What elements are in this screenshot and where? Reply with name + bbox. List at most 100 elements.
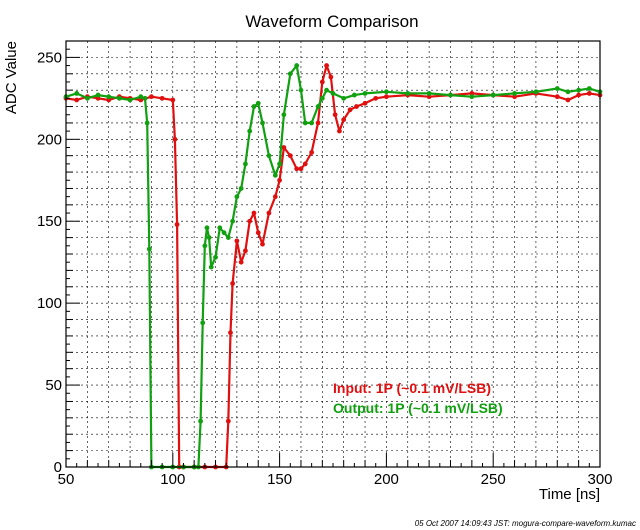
data-point bbox=[277, 177, 282, 183]
data-point bbox=[384, 89, 389, 95]
data-point bbox=[586, 91, 592, 96]
x-axis-label: Time [ns] bbox=[539, 486, 600, 503]
data-point bbox=[576, 87, 582, 93]
data-point bbox=[225, 418, 231, 424]
data-point bbox=[351, 92, 357, 98]
data-point bbox=[554, 86, 560, 91]
data-point bbox=[149, 94, 154, 100]
chart-title: Waveform Comparison bbox=[245, 12, 418, 31]
x-tick-label: 300 bbox=[587, 471, 612, 488]
data-point bbox=[302, 120, 308, 126]
data-point bbox=[217, 225, 223, 231]
data-point bbox=[490, 92, 496, 98]
data-point bbox=[315, 120, 321, 126]
data-point bbox=[234, 238, 240, 244]
y-tick-label: 250 bbox=[37, 49, 62, 66]
grid bbox=[66, 41, 600, 467]
data-point bbox=[251, 210, 257, 216]
data-point bbox=[206, 235, 212, 241]
data-point bbox=[341, 117, 347, 123]
data-point bbox=[238, 259, 244, 265]
data-point bbox=[309, 120, 315, 126]
series-1 bbox=[63, 63, 603, 470]
data-point bbox=[319, 95, 325, 101]
y-tick-label: 50 bbox=[45, 377, 62, 394]
data-point bbox=[324, 63, 329, 68]
y-tick-label: 150 bbox=[37, 213, 62, 230]
data-point bbox=[324, 87, 329, 93]
data-point bbox=[146, 246, 152, 252]
data-point bbox=[255, 100, 261, 106]
data-point bbox=[298, 166, 304, 172]
data-point bbox=[565, 97, 571, 103]
data-point bbox=[230, 281, 236, 286]
x-tick-label: 50 bbox=[58, 471, 75, 488]
data-point bbox=[238, 186, 244, 191]
data-point bbox=[142, 95, 148, 101]
x-tick-label: 200 bbox=[374, 471, 399, 488]
data-point bbox=[341, 95, 347, 101]
data-point bbox=[277, 161, 282, 167]
data-point bbox=[228, 330, 233, 336]
x-tick-label: 100 bbox=[160, 471, 185, 488]
data-point bbox=[328, 74, 334, 80]
data-point bbox=[74, 91, 80, 96]
data-point bbox=[266, 153, 272, 159]
data-point bbox=[204, 225, 210, 231]
data-point bbox=[172, 136, 178, 142]
data-point bbox=[234, 194, 240, 200]
data-point bbox=[405, 91, 411, 96]
data-point bbox=[281, 112, 287, 118]
data-point bbox=[332, 112, 338, 118]
data-point bbox=[127, 97, 133, 103]
data-point bbox=[272, 172, 278, 178]
data-point bbox=[354, 104, 359, 109]
data-point bbox=[198, 418, 203, 424]
y-tick-label: 200 bbox=[37, 131, 62, 148]
footer-timestamp: 05 Oct 2007 14:09:43 JST: mogura-compare… bbox=[415, 519, 636, 528]
data-point bbox=[384, 94, 389, 100]
data-point bbox=[74, 97, 80, 103]
data-point bbox=[266, 210, 272, 216]
data-point bbox=[213, 254, 218, 260]
data-point bbox=[309, 150, 315, 155]
data-point bbox=[298, 87, 304, 93]
data-point bbox=[347, 107, 353, 113]
data-point bbox=[174, 222, 180, 227]
y-axis-label: ADC Value bbox=[3, 41, 20, 114]
data-point bbox=[337, 128, 342, 134]
axis-ticks bbox=[65, 40, 601, 468]
data-point bbox=[247, 218, 253, 224]
data-point bbox=[586, 86, 592, 91]
data-point bbox=[469, 94, 475, 100]
data-point bbox=[533, 89, 539, 95]
data-point bbox=[243, 161, 248, 167]
data-point bbox=[251, 104, 257, 109]
data-point bbox=[330, 91, 336, 96]
data-point bbox=[373, 95, 379, 101]
data-point bbox=[260, 120, 265, 126]
data-point bbox=[260, 241, 265, 247]
data-point bbox=[170, 97, 176, 103]
x-tick-label: 150 bbox=[267, 471, 292, 488]
data-point bbox=[138, 94, 144, 100]
data-point bbox=[200, 320, 206, 326]
data-point bbox=[294, 166, 300, 172]
y-tick-label: 100 bbox=[37, 295, 62, 312]
legend-entry-input: Input: 1P (~0.1 mV/LSB) bbox=[333, 380, 491, 396]
data-point bbox=[255, 230, 261, 236]
series-line bbox=[65, 64, 601, 469]
data-point bbox=[294, 63, 300, 68]
data-point bbox=[554, 94, 560, 100]
data-point bbox=[315, 104, 321, 109]
data-point bbox=[243, 248, 248, 254]
data-point bbox=[281, 145, 287, 150]
series-layer bbox=[63, 63, 603, 470]
data-point bbox=[362, 100, 368, 106]
data-point bbox=[117, 95, 122, 101]
data-point bbox=[144, 120, 150, 126]
series-0 bbox=[63, 63, 603, 470]
data-point bbox=[230, 218, 236, 224]
